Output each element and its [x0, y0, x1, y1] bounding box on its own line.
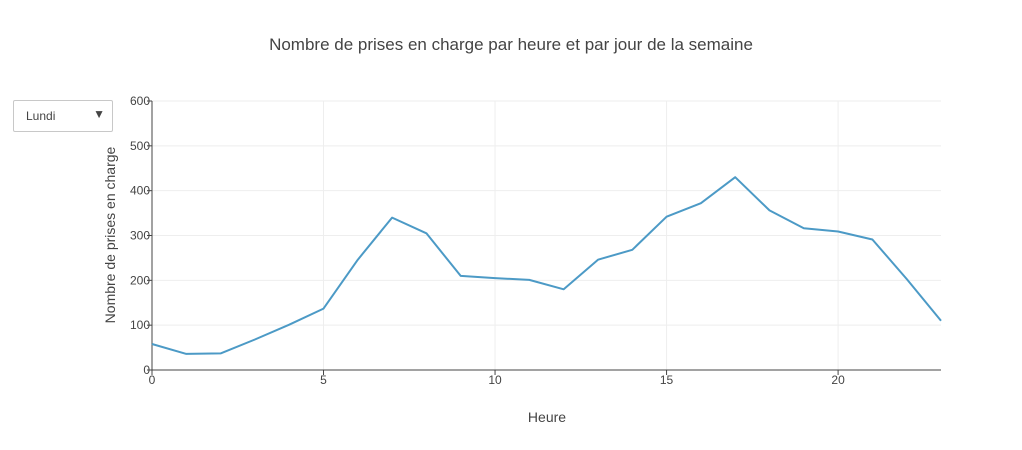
y-tick-label: 0 — [143, 363, 150, 377]
chevron-down-icon: ▼ — [93, 107, 105, 121]
series — [151, 176, 942, 355]
y-tick-label: 100 — [130, 318, 150, 332]
series-line — [151, 176, 942, 355]
y-axis-title: Nombre de prises en charge — [102, 146, 118, 323]
x-tick-label: 0 — [149, 373, 156, 387]
y-tick-label: 600 — [130, 94, 150, 108]
x-tick-label: 10 — [488, 373, 502, 387]
y-tick-label: 400 — [130, 184, 150, 198]
axes: 0 100 200 300 400 500 600 0 5 10 15 20 — [130, 94, 941, 387]
y-tick-label: 500 — [130, 139, 150, 153]
x-axis-title: Heure — [528, 409, 566, 425]
x-tick-label: 5 — [320, 373, 327, 387]
x-tick-label: 20 — [831, 373, 845, 387]
y-tick-label: 300 — [130, 229, 150, 243]
chart-title: Nombre de prises en charge par heure et … — [269, 35, 753, 54]
day-dropdown-label: Lundi — [26, 109, 56, 123]
day-dropdown[interactable]: Lundi ▼ — [13, 100, 113, 132]
grid — [152, 100, 941, 370]
x-tick-label: 15 — [660, 373, 674, 387]
y-tick-label: 200 — [130, 273, 150, 287]
